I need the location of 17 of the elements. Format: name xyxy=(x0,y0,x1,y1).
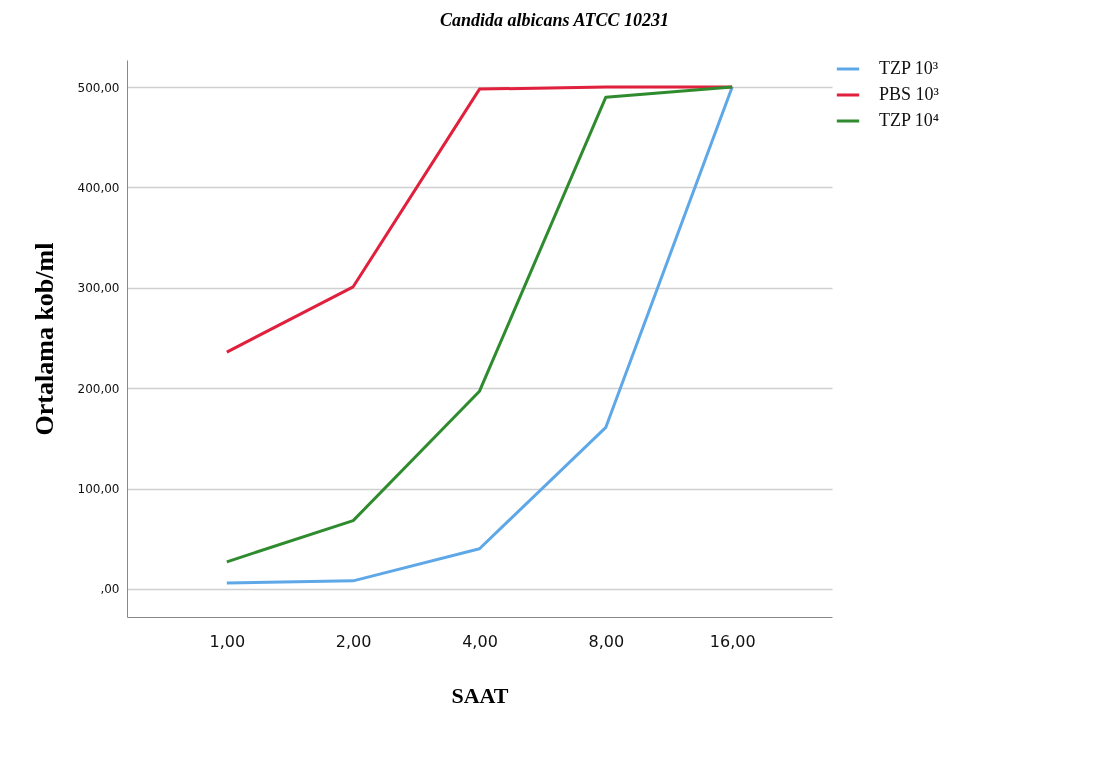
x-tick-label: 4,00 xyxy=(462,631,498,651)
x-axis-title: SAAT xyxy=(451,682,509,708)
chart-title: Candida albicans ATCC 10231 xyxy=(440,10,669,30)
y-tick-label: 200,00 xyxy=(77,381,120,396)
x-tick-label: 1,00 xyxy=(209,631,246,651)
x-tick-label: 16,00 xyxy=(709,631,756,651)
y-tick-label: 100,00 xyxy=(77,482,120,497)
x-tick-label: 2,00 xyxy=(335,631,372,651)
x-tick-label: 8,00 xyxy=(588,631,625,651)
legend-label: PBS 10³ xyxy=(879,84,940,104)
y-tick-label: 300,00 xyxy=(77,281,120,296)
y-tick-label: 500,00 xyxy=(77,80,120,95)
legend-label: TZP 10⁴ xyxy=(879,110,940,130)
y-tick-label: 400,00 xyxy=(77,180,120,195)
legend-label: TZP 10³ xyxy=(879,58,939,78)
y-tick-label: ,00 xyxy=(100,582,120,597)
y-axis-title: Ortalama kob/ml xyxy=(29,242,59,436)
